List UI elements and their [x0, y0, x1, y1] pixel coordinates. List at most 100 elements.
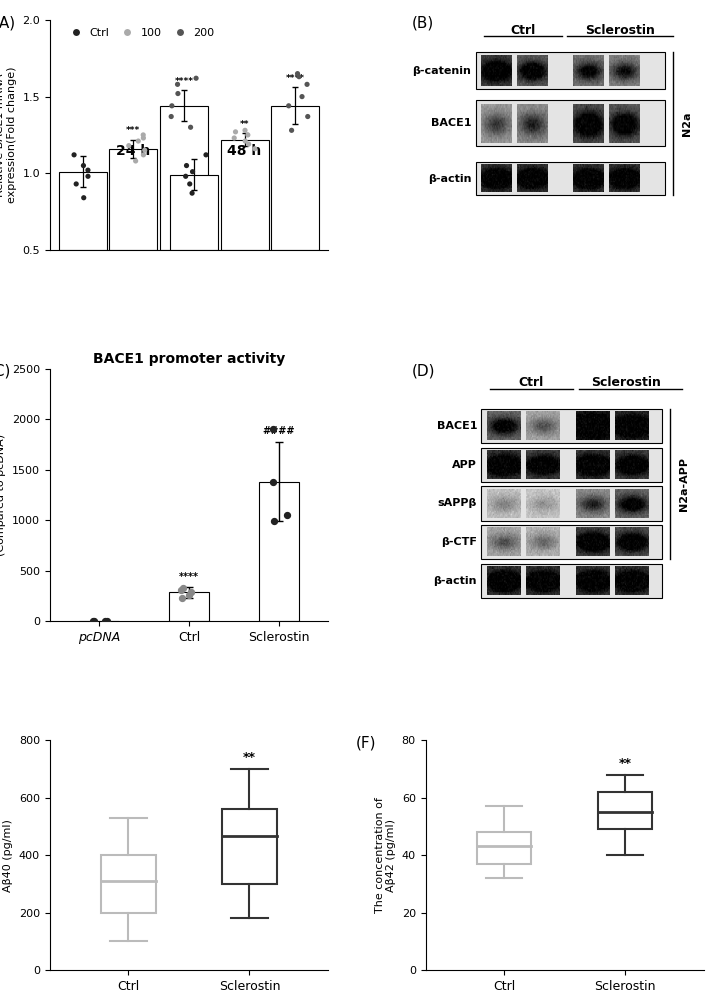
Point [185, 119, 196, 135]
Point [183, 587, 195, 603]
Point [70, 176, 82, 192]
Bar [477, 832, 531, 864]
Y-axis label: The relative luciferase activity
(Compared to pcDNA): The relative luciferase activity (Compar… [0, 410, 6, 580]
Point [296, 89, 308, 105]
Text: ****: **** [286, 74, 305, 83]
Bar [476, 162, 665, 195]
Point [102, 613, 113, 629]
Point [267, 474, 279, 490]
Point [249, 141, 260, 157]
Text: (B): (B) [412, 15, 434, 30]
Text: (A): (A) [0, 15, 16, 30]
Text: 48 h: 48 h [228, 144, 262, 158]
Point [175, 582, 186, 598]
Bar [109, 149, 157, 250]
Point [292, 66, 303, 82]
Text: **: ** [243, 751, 256, 764]
Legend: Ctrl, 100, 200: Ctrl, 100, 200 [61, 23, 218, 42]
Point [130, 153, 141, 169]
Bar [220, 140, 269, 250]
Text: Ctrl: Ctrl [519, 376, 544, 389]
Point [88, 613, 100, 629]
Point [123, 138, 134, 154]
Text: ####: #### [262, 426, 295, 436]
Point [185, 584, 196, 600]
Bar [169, 592, 209, 621]
Point [138, 130, 149, 146]
Bar [58, 172, 107, 250]
Point [181, 158, 192, 174]
Point [281, 507, 292, 523]
Point [301, 76, 313, 92]
Point [176, 590, 188, 606]
Point [240, 122, 251, 138]
Point [243, 136, 255, 152]
Point [82, 162, 94, 178]
Bar [476, 100, 665, 146]
Text: **: ** [619, 757, 632, 770]
Title: BACE1 promoter activity: BACE1 promoter activity [93, 352, 285, 366]
Bar [481, 409, 662, 443]
Text: Sclerostin: Sclerostin [585, 24, 656, 37]
Point [172, 76, 183, 92]
Point [230, 124, 241, 140]
Text: ***: *** [126, 126, 140, 135]
Point [267, 421, 279, 437]
Y-axis label: The concentration of
Aβ40 (pg/ml): The concentration of Aβ40 (pg/ml) [0, 797, 14, 913]
Point [78, 190, 90, 206]
Point [132, 133, 144, 149]
Text: ****: **** [179, 572, 199, 582]
Point [177, 580, 188, 596]
Y-axis label: The concentration of
Aβ42 (pg/ml): The concentration of Aβ42 (pg/ml) [375, 797, 396, 913]
Bar [598, 792, 653, 829]
Point [269, 513, 280, 529]
Point [302, 109, 314, 125]
Point [228, 130, 240, 146]
Bar [481, 525, 662, 559]
Point [139, 142, 151, 158]
Point [68, 147, 80, 163]
Bar [170, 175, 218, 250]
Point [186, 185, 198, 201]
Point [100, 613, 111, 629]
Text: 24 h: 24 h [116, 144, 151, 158]
Point [240, 133, 251, 149]
Bar [160, 106, 208, 250]
Bar [259, 482, 299, 621]
Point [283, 98, 294, 114]
Text: APP: APP [452, 460, 477, 470]
Text: ****: **** [174, 77, 193, 86]
Y-axis label: Relative BACE1 mRNA
expression(Fold change): Relative BACE1 mRNA expression(Fold chan… [0, 67, 17, 203]
Text: (F): (F) [356, 736, 376, 751]
Text: β-CTF: β-CTF [441, 537, 477, 547]
Point [166, 109, 177, 125]
Text: (E): (E) [0, 736, 1, 751]
Text: β-catenin: β-catenin [412, 66, 471, 76]
Point [294, 69, 305, 85]
Text: N2a-APP: N2a-APP [679, 457, 689, 511]
Text: **: ** [240, 120, 250, 129]
Point [187, 164, 198, 180]
Bar [481, 564, 662, 598]
Bar [481, 486, 662, 521]
Text: (D): (D) [412, 364, 435, 379]
Text: β-actin: β-actin [428, 174, 471, 184]
Bar [101, 855, 156, 913]
Text: Sclerostin: Sclerostin [591, 376, 661, 389]
Text: β-actin: β-actin [434, 576, 477, 586]
Point [137, 127, 149, 143]
Point [184, 176, 196, 192]
Point [286, 122, 297, 138]
Bar [271, 106, 319, 250]
Point [172, 86, 183, 102]
Text: (C): (C) [0, 364, 11, 379]
Point [166, 98, 178, 114]
Point [191, 70, 202, 86]
Point [138, 147, 149, 163]
Point [201, 147, 212, 163]
Text: sAPPβ: sAPPβ [438, 498, 477, 508]
Bar [481, 448, 662, 482]
Text: N2a: N2a [682, 111, 692, 136]
Point [180, 168, 191, 184]
Text: Ctrl: Ctrl [510, 24, 535, 37]
